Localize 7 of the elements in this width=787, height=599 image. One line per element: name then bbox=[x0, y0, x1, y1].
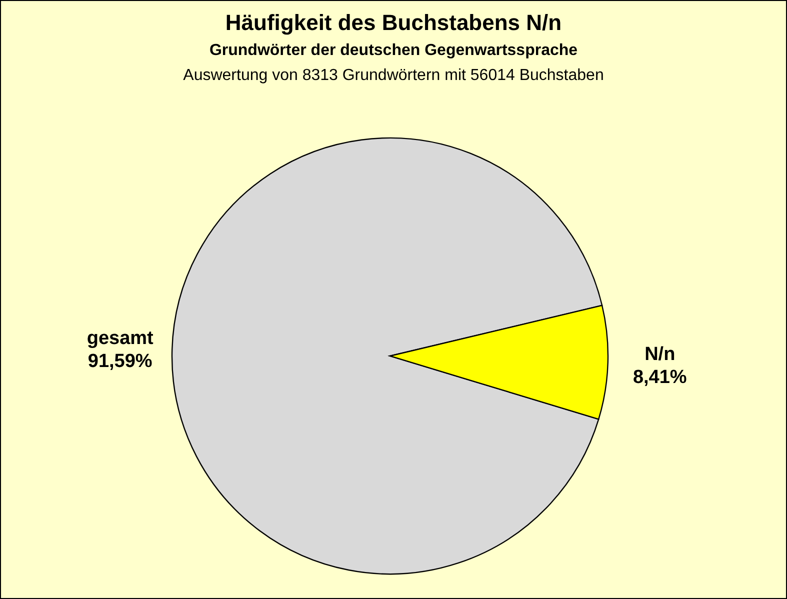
slice-label: N/n bbox=[644, 344, 676, 366]
chart-title: Häufigkeit des Buchstabens N/n bbox=[225, 10, 562, 35]
data-label: 91,59% bbox=[88, 350, 152, 372]
slice-label: gesamt bbox=[86, 328, 154, 349]
data-label: 8,41% bbox=[632, 367, 687, 388]
text: Auswertung von 8313 Grundwörtern mit 56014 Buchstaben bbox=[183, 67, 604, 84]
chart-subtitle: Grundwörter der deutschen Gegenwartssprache bbox=[209, 42, 578, 59]
